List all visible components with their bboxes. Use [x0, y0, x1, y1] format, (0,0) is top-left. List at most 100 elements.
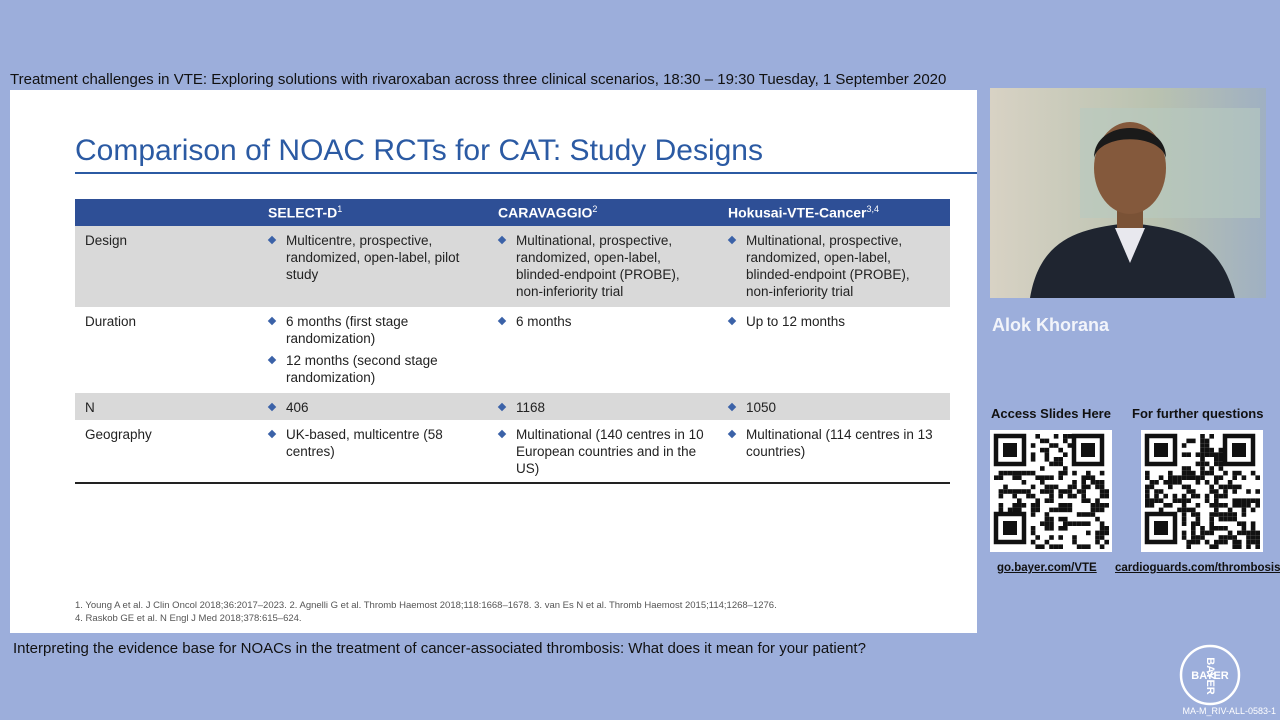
qr-module	[1099, 470, 1105, 476]
qr-module	[1181, 470, 1187, 476]
qr-module	[1049, 526, 1054, 531]
qr-module	[1223, 516, 1228, 522]
qr-module	[1049, 475, 1054, 480]
qr-module	[1099, 493, 1105, 499]
bullet-item: 6 months (first stage randomization)	[268, 313, 478, 347]
qr-module	[1241, 521, 1247, 526]
qr-module	[1044, 484, 1050, 490]
qr-module	[1214, 507, 1219, 513]
table-cell: Multinational (140 centres in 10 Europea…	[498, 426, 708, 482]
qr-module	[1191, 535, 1196, 540]
qr-module	[1067, 484, 1073, 490]
qr-module	[1049, 498, 1054, 503]
qr-module	[1246, 498, 1251, 503]
qr-module	[1035, 535, 1040, 540]
row-label: N	[85, 400, 95, 415]
qr-module	[1035, 434, 1040, 439]
qr-module	[1214, 457, 1219, 462]
qr-module	[1214, 480, 1219, 485]
qr-module	[1072, 470, 1077, 476]
qr-module	[1204, 452, 1210, 457]
qr-module	[1255, 489, 1260, 494]
qr-module	[1250, 526, 1256, 531]
qr-module	[1063, 434, 1068, 439]
qr-module	[1250, 539, 1256, 545]
qr-module	[1168, 484, 1173, 490]
qr-module	[1104, 526, 1109, 531]
qr-module	[1158, 498, 1164, 503]
qr-module	[1086, 470, 1091, 476]
qr-module	[1204, 461, 1210, 467]
qr-module	[1021, 503, 1027, 508]
qr-module	[1246, 530, 1251, 536]
qr-module	[1218, 526, 1224, 531]
qr-module	[1030, 457, 1036, 462]
qr-module	[1241, 512, 1247, 517]
qr-module	[1149, 484, 1155, 490]
qr-module	[1163, 480, 1168, 485]
qr-module	[1255, 475, 1260, 480]
speaker-video	[1030, 108, 1260, 298]
qr-module	[1209, 544, 1214, 549]
qr-link[interactable]: cardioguards.com/thrombosis	[1115, 562, 1280, 574]
qr-module	[1007, 507, 1013, 513]
qr-module	[1172, 493, 1178, 499]
qr-finder	[1144, 511, 1178, 545]
qr-module	[1154, 489, 1159, 494]
qr-module	[1168, 503, 1173, 508]
qr-module	[1232, 470, 1237, 476]
qr-module	[1214, 475, 1219, 480]
table-cell: Multinational (114 centres in 13 countri…	[728, 426, 938, 465]
qr-link[interactable]: go.bayer.com/VTE	[997, 562, 1097, 574]
qr-module	[1195, 452, 1201, 457]
bullet-item: 12 months (second stage randomization)	[268, 352, 478, 386]
qr-module	[1058, 457, 1063, 462]
qr-module	[1195, 480, 1201, 485]
qr-module	[1186, 507, 1191, 513]
qr-module	[1250, 535, 1256, 540]
qr-module	[1026, 489, 1031, 494]
qr-module	[1191, 475, 1196, 480]
qr-module	[1049, 489, 1054, 494]
qr-module	[1063, 516, 1068, 522]
qr-module	[1195, 512, 1201, 517]
qr-module	[1099, 535, 1105, 540]
qr-module	[1232, 516, 1237, 522]
qr-module	[1049, 443, 1054, 448]
qr-code[interactable]	[1141, 430, 1263, 552]
qr-module	[1209, 526, 1214, 531]
qr-module	[1035, 475, 1040, 480]
qr-module	[1250, 521, 1256, 526]
qr-module	[1076, 544, 1082, 549]
table-row: Geography UK-based, multicentre (58 centr…	[75, 420, 950, 482]
qr-module	[1012, 475, 1017, 480]
qr-module	[1044, 489, 1050, 494]
qr-module	[1214, 544, 1219, 549]
qr-module	[1017, 503, 1022, 508]
qr-finder	[1003, 521, 1017, 535]
qr-module	[1177, 475, 1182, 480]
qr-module	[1232, 484, 1237, 490]
qr-module	[1232, 498, 1237, 503]
footnotes: 1. Young A et al. J Clin Oncol 2018;36:2…	[75, 599, 777, 625]
qr-module	[1081, 521, 1086, 526]
qr-module	[1021, 489, 1027, 494]
table-row: N 406 1168 1050	[75, 393, 950, 420]
qr-module	[1204, 470, 1210, 476]
header-sup: 2	[592, 204, 598, 214]
qr-module	[998, 493, 1004, 499]
qr-module	[1058, 507, 1063, 513]
qr-module	[1186, 466, 1191, 471]
qr-module	[1227, 507, 1233, 513]
qr-module	[1086, 498, 1091, 503]
qr-module	[1227, 530, 1233, 536]
qr-module	[1214, 452, 1219, 457]
qr-module	[1067, 493, 1073, 499]
table-cell: 6 months	[498, 313, 708, 335]
qr-module	[1076, 512, 1082, 517]
qr-module	[1058, 489, 1063, 494]
qr-module	[1191, 438, 1196, 444]
qr-code[interactable]	[990, 430, 1112, 552]
qr-module	[1099, 503, 1105, 508]
